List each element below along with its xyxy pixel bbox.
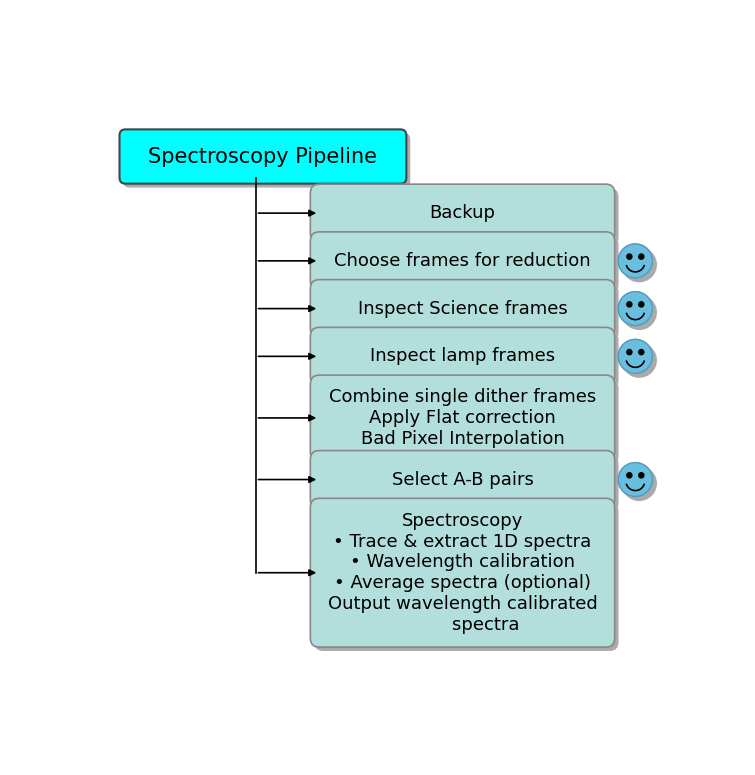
FancyBboxPatch shape <box>314 236 618 294</box>
Ellipse shape <box>618 463 652 497</box>
FancyBboxPatch shape <box>310 498 615 647</box>
Text: Combine single dither frames
Apply Flat correction
Bad Pixel Interpolation: Combine single dither frames Apply Flat … <box>329 388 596 448</box>
FancyBboxPatch shape <box>314 379 618 465</box>
Circle shape <box>639 254 644 259</box>
Ellipse shape <box>618 339 652 374</box>
Circle shape <box>639 350 644 355</box>
Text: Backup: Backup <box>430 204 495 222</box>
Text: Choose frames for reduction: Choose frames for reduction <box>334 252 591 270</box>
Circle shape <box>627 301 632 307</box>
FancyBboxPatch shape <box>123 133 410 188</box>
Circle shape <box>627 350 632 355</box>
Circle shape <box>627 473 632 478</box>
Text: Spectroscopy
• Trace & extract 1D spectra
• Wavelength calibration
• Average spe: Spectroscopy • Trace & extract 1D spectr… <box>328 512 597 634</box>
FancyBboxPatch shape <box>314 188 618 246</box>
Text: Spectroscopy Pipeline: Spectroscopy Pipeline <box>149 146 378 167</box>
Circle shape <box>639 473 644 478</box>
Ellipse shape <box>618 244 652 277</box>
Ellipse shape <box>622 343 656 377</box>
FancyBboxPatch shape <box>310 450 615 508</box>
Circle shape <box>639 301 644 307</box>
FancyBboxPatch shape <box>314 284 618 342</box>
FancyBboxPatch shape <box>314 331 618 389</box>
FancyBboxPatch shape <box>310 280 615 338</box>
Text: Inspect Science frames: Inspect Science frames <box>358 300 567 318</box>
Ellipse shape <box>622 248 656 281</box>
Ellipse shape <box>622 467 656 501</box>
Ellipse shape <box>622 295 656 329</box>
Text: Inspect lamp frames: Inspect lamp frames <box>370 347 555 365</box>
FancyBboxPatch shape <box>119 129 406 184</box>
FancyBboxPatch shape <box>314 454 618 512</box>
Circle shape <box>627 254 632 259</box>
FancyBboxPatch shape <box>314 502 618 651</box>
FancyBboxPatch shape <box>310 184 615 242</box>
FancyBboxPatch shape <box>310 375 615 461</box>
Ellipse shape <box>618 291 652 325</box>
FancyBboxPatch shape <box>310 232 615 290</box>
Text: Select A-B pairs: Select A-B pairs <box>392 470 534 488</box>
FancyBboxPatch shape <box>310 327 615 385</box>
